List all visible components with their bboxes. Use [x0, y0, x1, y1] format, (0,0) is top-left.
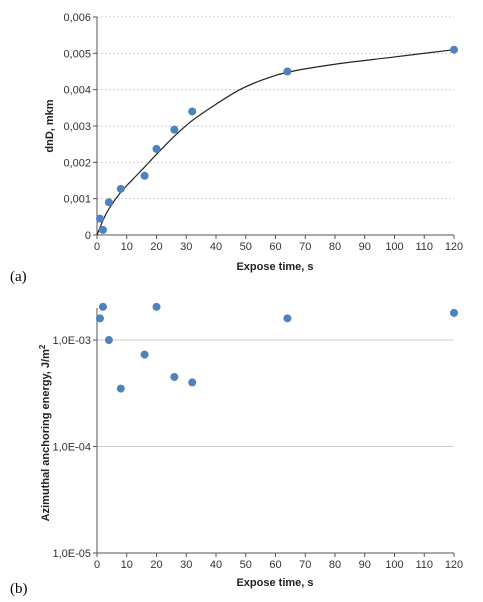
- chart-b-y-tick-label: 1,0E-05: [52, 548, 91, 560]
- chart-a-y-tick-label: 0,003: [63, 121, 91, 133]
- chart-b-xlabel: Expose time, s: [236, 577, 313, 589]
- chart-a-data-point: [104, 198, 113, 207]
- chart-a-x-tick-label: 50: [240, 241, 252, 253]
- chart-b-x-tick-label: 90: [359, 559, 371, 571]
- chart-b-axes: [93, 308, 455, 557]
- chart-b-ylabel-superscript: 2: [38, 344, 47, 349]
- chart-a-axes: [93, 16, 455, 239]
- chart-b-data-point: [98, 302, 107, 311]
- chart-b-data-point: [170, 372, 179, 381]
- chart-a-data-point: [140, 171, 149, 180]
- chart-b-x-tick-label: 120: [445, 559, 463, 571]
- chart-b-points: [95, 302, 458, 393]
- chart-a-data-point: [188, 107, 197, 116]
- chart-b-data-point: [188, 378, 197, 387]
- chart-a-data-point: [152, 144, 161, 153]
- chart-b-x-tick-label: 0: [94, 559, 100, 571]
- chart-b-x-tick-label: 70: [299, 559, 311, 571]
- chart-a-x-tick-label: 60: [269, 241, 281, 253]
- chart-a-x-tick-label: 40: [210, 241, 222, 253]
- chart-b: 1,0E-05 1,0E-04 1,0E-03 0 10 20 30 40 50 60 70 80 9…: [10, 302, 463, 597]
- chart-a-x-tick-label: 20: [150, 241, 162, 253]
- chart-b-grid: [97, 339, 454, 448]
- chart-b-data-point: [283, 314, 292, 323]
- chart-a-x-tick-label: 120: [445, 241, 463, 253]
- chart-a-panel-label: (a): [10, 269, 27, 285]
- chart-b-y-tick-label: 1,0E-04: [52, 442, 91, 454]
- chart-a-grid: [97, 16, 454, 200]
- chart-a-y-tick-label: 0: [85, 230, 91, 242]
- chart-a-y-tick-label: 0,002: [63, 157, 91, 169]
- chart-a: 0 0,001 0,002 0,003 0,004 0,005 0,006 0 10 20 30 4…: [10, 12, 463, 285]
- chart-a-data-point: [116, 184, 125, 193]
- chart-b-x-tick-label: 40: [210, 559, 222, 571]
- chart-b-x-tick-label: 10: [121, 559, 133, 571]
- chart-b-x-tick-label: 20: [150, 559, 162, 571]
- chart-a-x-tick-label: 100: [385, 241, 403, 253]
- chart-b-x-tick-labels: 0 10 20 30 40 50 60 70 80 90 100 110 120: [94, 559, 463, 571]
- chart-a-trend-curve: [96, 49, 455, 236]
- chart-a-x-tick-label: 10: [121, 241, 133, 253]
- chart-a-data-point: [283, 67, 292, 76]
- chart-b-ylabel-text: Azimuthal anchoring energy, J/m: [40, 349, 52, 521]
- chart-a-data-point: [170, 125, 179, 134]
- chart-a-data-point: [450, 45, 458, 54]
- chart-b-x-tick-label: 60: [269, 559, 281, 571]
- chart-b-data-point: [450, 308, 458, 317]
- chart-a-y-tick-label: 0,005: [63, 48, 91, 60]
- chart-b-ylabel: Azimuthal anchoring energy, J/m2: [38, 344, 52, 521]
- chart-b-data-point: [140, 350, 149, 359]
- chart-b-x-tick-label: 110: [415, 559, 433, 571]
- chart-a-x-tick-labels: 0 10 20 30 40 50 60 70 80 90 100 110 120: [94, 241, 463, 253]
- chart-b-y-tick-label: 1,0E-03: [52, 335, 91, 347]
- chart-b-data-point: [116, 384, 125, 393]
- chart-a-x-tick-label: 0: [94, 241, 100, 253]
- chart-b-data-point: [104, 336, 113, 345]
- chart-b-x-tick-label: 50: [240, 559, 252, 571]
- chart-b-x-tick-label: 80: [329, 559, 341, 571]
- chart-b-data-point: [95, 314, 104, 323]
- chart-a-ylabel: dnD, mkm: [44, 99, 56, 152]
- chart-b-y-tick-labels: 1,0E-05 1,0E-04 1,0E-03: [52, 335, 91, 560]
- chart-a-y-tick-label: 0,001: [63, 194, 91, 206]
- chart-a-y-tick-label: 0,004: [63, 85, 91, 97]
- chart-b-x-tick-label: 30: [180, 559, 192, 571]
- chart-a-data-point: [98, 225, 107, 234]
- chart-a-x-tick-label: 110: [415, 241, 433, 253]
- chart-a-x-tick-label: 70: [299, 241, 311, 253]
- chart-a-xlabel: Expose time, s: [236, 261, 313, 273]
- chart-a-trend-line: [96, 49, 455, 236]
- chart-a-y-tick-labels: 0 0,001 0,002 0,003 0,004 0,005 0,006: [63, 12, 91, 242]
- chart-a-y-tick-label: 0,006: [63, 12, 91, 24]
- chart-b-x-tick-label: 100: [385, 559, 403, 571]
- chart-a-data-point: [95, 214, 104, 223]
- chart-b-panel-label: (b): [10, 581, 28, 597]
- chart-b-data-point: [152, 302, 161, 311]
- chart-a-x-tick-label: 90: [359, 241, 371, 253]
- chart-a-x-tick-label: 80: [329, 241, 341, 253]
- chart-a-x-tick-label: 30: [180, 241, 192, 253]
- chart-a-points: [95, 45, 458, 234]
